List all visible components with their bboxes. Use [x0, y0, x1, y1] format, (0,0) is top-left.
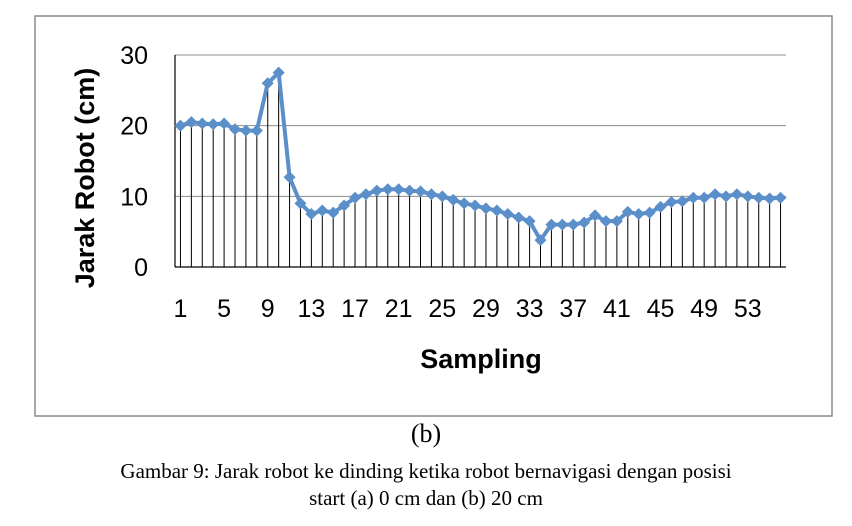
data-point-marker	[414, 185, 427, 198]
y-tick-label: 20	[120, 113, 148, 141]
data-point-marker	[719, 190, 732, 203]
data-point-marker	[534, 234, 547, 247]
data-point-marker	[239, 124, 252, 137]
caption-line-2: start (a) 0 cm dan (b) 20 cm	[309, 486, 543, 510]
x-tick-label: 21	[385, 295, 413, 323]
x-tick-label: 33	[516, 295, 544, 323]
x-tick-label: 45	[647, 295, 675, 323]
data-point-marker	[741, 190, 754, 203]
x-axis-title: Sampling	[420, 344, 542, 374]
data-point-marker	[174, 119, 187, 132]
data-point-marker	[512, 211, 525, 224]
data-point-marker	[730, 188, 743, 201]
data-point-marker	[556, 218, 569, 231]
data-point-marker	[676, 195, 689, 208]
x-tick-label: 1	[174, 295, 188, 323]
data-point-marker	[425, 188, 438, 201]
data-point-marker	[305, 208, 318, 220]
y-tick-labels: 0 10 20 30	[120, 42, 148, 282]
data-point-marker	[610, 215, 623, 228]
data-point-marker	[632, 208, 645, 220]
data-point-marker	[447, 193, 460, 206]
x-tick-label: 17	[341, 295, 369, 323]
data-point-marker	[599, 215, 612, 228]
data-point-marker	[327, 206, 340, 219]
data-point-marker	[403, 184, 416, 197]
x-tick-label: 29	[472, 295, 500, 323]
gridlines	[175, 54, 786, 197]
y-axis-title: Jarak Robot (cm)	[70, 68, 100, 289]
data-point-marker	[207, 118, 220, 131]
data-point-marker	[250, 124, 263, 137]
y-tick-label: 10	[120, 183, 148, 211]
data-point-marker	[665, 195, 678, 208]
data-point-marker	[196, 117, 209, 130]
data-point-marker	[709, 188, 722, 201]
panel-label: (b)	[410, 419, 442, 448]
data-point-marker	[370, 184, 383, 197]
data-point-marker	[436, 190, 449, 203]
data-point-marker	[490, 204, 503, 217]
data-point-marker	[698, 191, 711, 204]
chart-frame: 0 10 20 30 1 5 9 13 17 21 25 29 33 37 41 45 49 53 Sampli…	[34, 15, 833, 417]
data-point-marker	[218, 117, 231, 130]
y-tick-label: 0	[134, 254, 148, 282]
data-point-marker	[316, 204, 329, 217]
data-point-marker	[763, 192, 776, 205]
data-point-marker	[654, 200, 667, 213]
data-point-marker	[643, 206, 656, 219]
data-points	[174, 66, 787, 247]
x-tick-label: 13	[297, 295, 325, 323]
data-point-marker	[338, 199, 351, 212]
data-point-marker	[469, 199, 482, 212]
data-point-marker	[229, 123, 242, 136]
x-tick-label: 37	[559, 295, 587, 323]
data-point-marker	[294, 197, 307, 210]
data-point-marker	[752, 191, 765, 204]
data-point-marker	[185, 116, 198, 129]
data-point-marker	[359, 188, 372, 201]
data-point-marker	[621, 205, 634, 218]
x-tick-label: 25	[428, 295, 456, 323]
data-point-marker	[458, 197, 471, 210]
data-point-marker	[523, 215, 536, 228]
data-point-marker	[381, 183, 394, 196]
x-tick-label: 9	[261, 295, 275, 323]
x-tick-label: 5	[217, 295, 231, 323]
data-point-marker	[272, 66, 285, 79]
drop-lines	[179, 72, 782, 267]
data-point-marker	[392, 183, 405, 196]
caption-line-1: Gambar 9: Jarak robot ke dinding ketika …	[120, 459, 732, 483]
x-tick-label: 49	[690, 295, 718, 323]
data-point-marker	[774, 191, 787, 204]
data-point-marker	[687, 191, 700, 204]
figure-caption: Gambar 9: Jarak robot ke dinding ketika …	[20, 458, 832, 512]
data-point-marker	[567, 218, 580, 231]
x-tick-label: 41	[603, 295, 631, 323]
y-tick-label: 30	[120, 42, 148, 70]
axes	[174, 55, 786, 268]
x-tick-labels: 1 5 9 13 17 21 25 29 33 37 41 45 49 53	[174, 295, 762, 323]
chart-border	[34, 15, 833, 417]
data-point-marker	[578, 216, 591, 229]
data-point-marker	[479, 202, 492, 215]
data-point-marker	[545, 218, 558, 231]
data-point-marker	[261, 77, 274, 90]
x-tick-label: 53	[734, 295, 762, 323]
data-point-marker	[589, 209, 602, 222]
data-point-marker	[501, 208, 514, 220]
data-point-marker	[349, 191, 362, 204]
data-point-marker	[283, 171, 296, 184]
